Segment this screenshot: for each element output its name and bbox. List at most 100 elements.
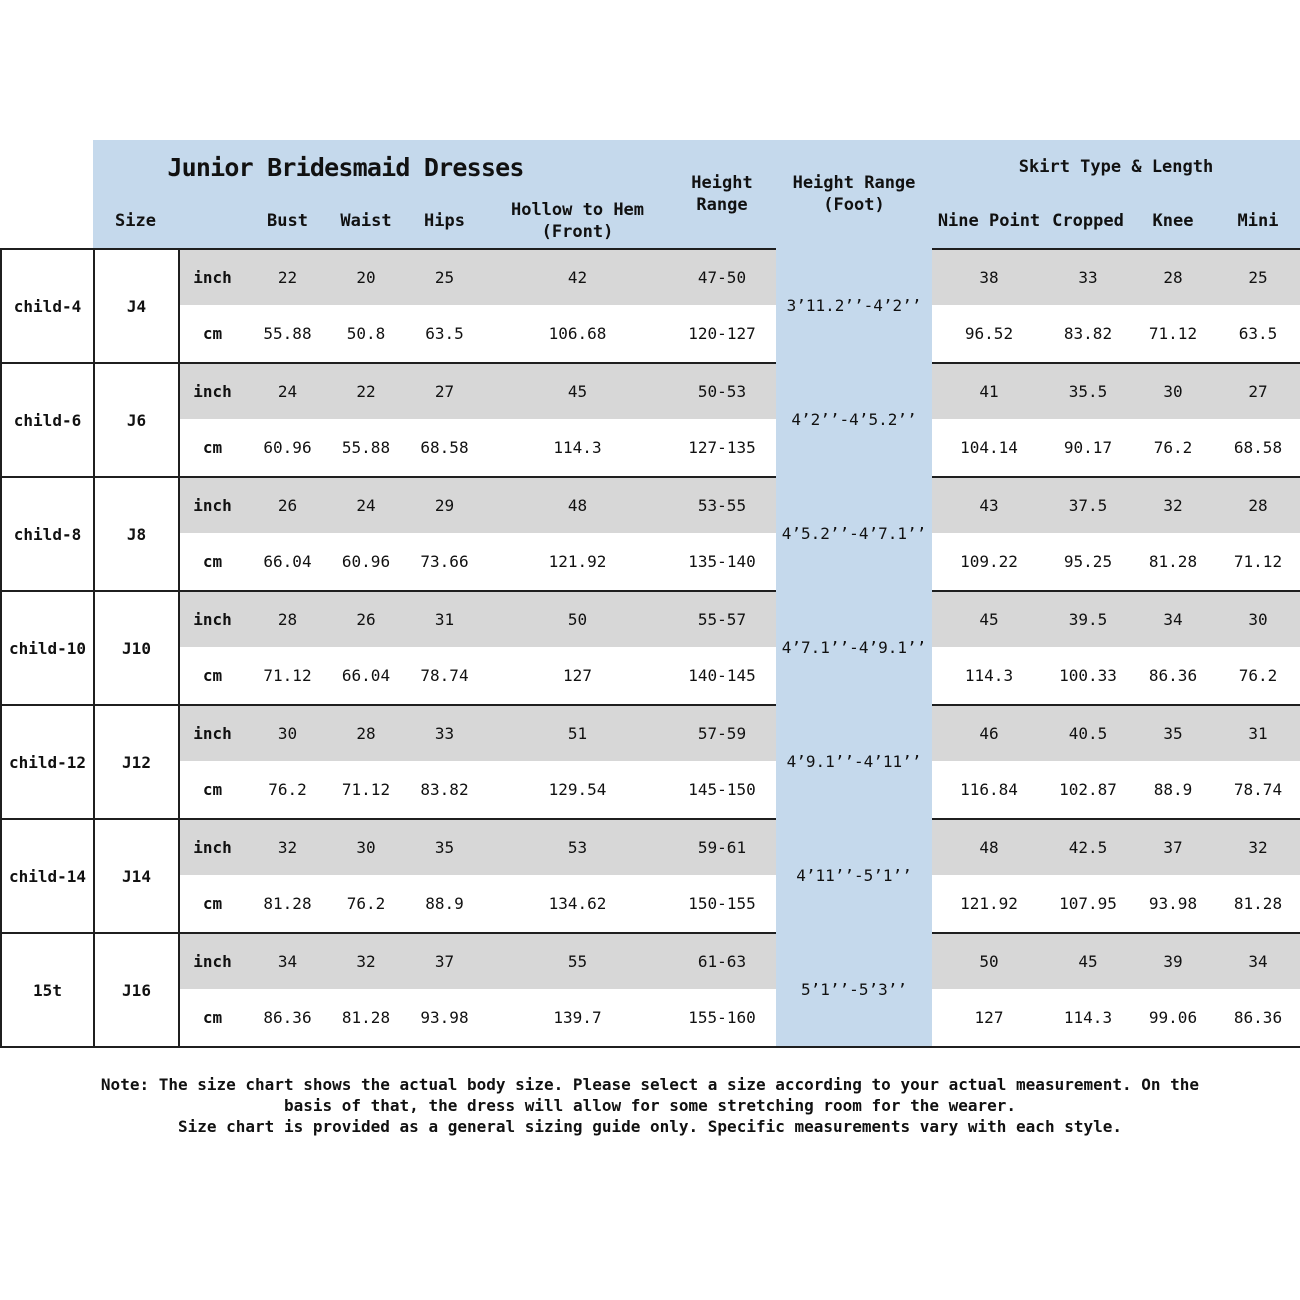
table-cell: 127 (563, 666, 592, 685)
table-cell: 28 (1216, 476, 1300, 533)
column-header-hips: Hips (424, 211, 465, 231)
table-cell: 83.82 (1063, 324, 1113, 343)
table-cell: 127 (974, 1008, 1004, 1027)
table-cell: 31 (402, 590, 487, 647)
foot-range-cell: 4’9.1’’-4’11’’ (776, 704, 932, 818)
table-cell: 27 (402, 362, 487, 419)
table-cell: 35 (1130, 704, 1216, 761)
table-cell: 33 (402, 704, 487, 761)
table-cell: 28 (330, 704, 402, 761)
header-line: Height (691, 173, 753, 193)
table-cell: 32 (1130, 476, 1216, 533)
table-cell: 60.96 (341, 552, 391, 571)
unit-label-cm: cm (178, 647, 245, 704)
unit-label-cm: cm (178, 875, 245, 932)
table-cell: 50 (487, 590, 668, 647)
unit-label-inch: inch (178, 248, 245, 305)
row-label: child-12 (0, 704, 93, 818)
column-header-waist: Waist (340, 211, 392, 231)
table-cell: 96.52 (964, 324, 1014, 343)
table-cell: 24 (245, 362, 330, 419)
table-cell: 30 (1130, 362, 1216, 419)
table-cell: 68.58 (420, 438, 469, 457)
table-cell: 39.5 (1046, 590, 1130, 647)
row-label: child-4 (0, 248, 93, 362)
row-label: child-8 (0, 476, 93, 590)
table-cell: 57-59 (668, 704, 776, 761)
table-title: Junior Bridesmaid Dresses (167, 152, 524, 182)
table-cell: 90.17 (1063, 438, 1113, 457)
table-cell: 81.28 (1148, 552, 1198, 571)
table-cell: 46 (932, 704, 1046, 761)
table-cell: 114.3 (553, 438, 602, 457)
column-header-mini: Mini (1237, 211, 1279, 231)
table-cell: 53-55 (668, 476, 776, 533)
table-cell: 25 (1216, 248, 1300, 305)
table-cell: 28 (1130, 248, 1216, 305)
table-cell: 68.58 (1233, 438, 1283, 457)
table-cell: 59-61 (668, 818, 776, 875)
unit-label-inch: inch (178, 932, 245, 989)
table-cell: 32 (330, 932, 402, 989)
column-header-size: Size (115, 211, 156, 231)
table-cell: 155-160 (688, 1008, 756, 1027)
table-cell: 51 (487, 704, 668, 761)
table-cell: 86.36 (263, 1008, 312, 1027)
table-cell: 34 (245, 932, 330, 989)
table-cell: 93.98 (1148, 894, 1198, 913)
column-header-knee: Knee (1152, 211, 1194, 231)
table-cell: 140-145 (688, 666, 756, 685)
table-cell: 107.95 (1059, 894, 1117, 913)
column-header-hollow-to-hem: Hollow to Hem (Front) (487, 194, 668, 248)
table-cell: 109.22 (960, 552, 1018, 571)
size-label: J16 (93, 932, 178, 1046)
header-line: (Front) (541, 222, 614, 242)
table-cell: 22 (245, 248, 330, 305)
table-cell: 43 (932, 476, 1046, 533)
table-cell: 81.28 (1233, 894, 1283, 913)
table-cell: 45 (1046, 932, 1130, 989)
foot-range-cell: 4’11’’-5’1’’ (776, 818, 932, 932)
header-line: Range (696, 195, 748, 215)
table-cell: 60.96 (263, 438, 312, 457)
foot-range-cell: 4’7.1’’-4’9.1’’ (776, 590, 932, 704)
table-cell: 26 (330, 590, 402, 647)
table-cell: 30 (330, 818, 402, 875)
table-cell: 32 (245, 818, 330, 875)
table-cell: 37 (402, 932, 487, 989)
table-cell: 61-63 (668, 932, 776, 989)
table-cell: 114.3 (964, 666, 1014, 685)
foot-range-cell: 4’2’’-4’5.2’’ (776, 362, 932, 476)
column-header-bust: Bust (267, 211, 308, 231)
column-header-cropped: Cropped (1052, 211, 1124, 231)
table-cell: 25 (402, 248, 487, 305)
table-cell: 76.2 (1153, 438, 1193, 457)
table-cell: 37 (1130, 818, 1216, 875)
table-cell: 73.66 (420, 552, 469, 571)
table-cell: 114.3 (1063, 1008, 1113, 1027)
table-cell: 150-155 (688, 894, 756, 913)
table-cell: 116.84 (960, 780, 1018, 799)
table-cell: 50-53 (668, 362, 776, 419)
table-cell: 66.04 (263, 552, 312, 571)
table-cell: 22 (330, 362, 402, 419)
table-cell: 42.5 (1046, 818, 1130, 875)
note-line-1: Note: The size chart shows the actual bo… (100, 1075, 1200, 1115)
table-cell: 71.12 (263, 666, 312, 685)
unit-label-inch: inch (178, 476, 245, 533)
table-cell: 78.74 (420, 666, 469, 685)
table-cell: 53 (487, 818, 668, 875)
table-cell: 29 (402, 476, 487, 533)
table-cell: 88.9 (1153, 780, 1193, 799)
table-cell: 20 (330, 248, 402, 305)
table-cell: 86.36 (1233, 1008, 1283, 1027)
table-cell: 121.92 (548, 552, 607, 571)
table-cell: 31 (1216, 704, 1300, 761)
table-cell: 32 (1216, 818, 1300, 875)
table-cell: 81.28 (263, 894, 312, 913)
table-cell: 34 (1216, 932, 1300, 989)
size-label: J6 (93, 362, 178, 476)
table-cell: 86.36 (1148, 666, 1198, 685)
table-cell: 66.04 (341, 666, 391, 685)
